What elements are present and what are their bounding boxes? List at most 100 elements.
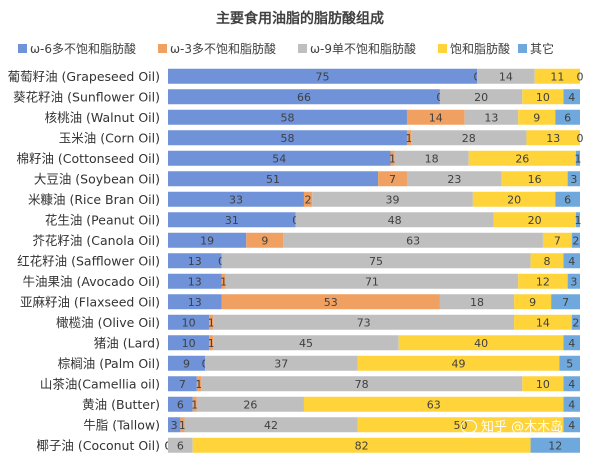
data-label: 14 [429, 111, 443, 124]
bar-segment [563, 376, 580, 392]
bar-segment [221, 294, 440, 310]
bar-segment [563, 89, 580, 105]
bar-segment [378, 171, 407, 187]
bar-segment [530, 437, 580, 453]
data-label: 4 [568, 91, 575, 104]
data-label: 2 [572, 316, 579, 329]
bar-segment [493, 212, 576, 228]
data-label: 13 [188, 255, 202, 268]
data-label: 1 [179, 419, 186, 432]
data-label: 49 [451, 357, 465, 370]
bar-segment [571, 232, 580, 248]
bar-segment [357, 355, 560, 371]
bar-segment [394, 150, 469, 166]
data-label: 42 [264, 419, 278, 432]
bar-segment [563, 417, 580, 433]
bar-segment [514, 294, 552, 310]
bar-segment [518, 273, 568, 289]
bar-segment [472, 191, 556, 207]
data-label: 3 [171, 419, 178, 432]
legend-label: 饱和脂肪酸 [450, 42, 511, 56]
bar-segment [551, 294, 580, 310]
bar-segment [303, 191, 313, 207]
data-label: 9 [261, 234, 268, 247]
data-label: 54 [272, 152, 286, 165]
bar-segment [168, 376, 197, 392]
bar-segment [464, 109, 519, 125]
data-label: 1 [220, 275, 227, 288]
bar-segment [563, 396, 580, 412]
category-label: 芥花籽油 (Canola Oil) [32, 233, 160, 248]
bar-segment [398, 335, 564, 351]
category-label: 红花籽油 (Safflower Oil) [17, 253, 160, 268]
bar-segment [205, 355, 358, 371]
bar-segment [406, 109, 465, 125]
bar-segment [567, 171, 580, 187]
bar-segment [246, 232, 284, 248]
data-label: 45 [299, 337, 313, 350]
legend-swatch [518, 44, 527, 53]
chart-title: 主要食用油脂的脂肪酸组成 [216, 11, 384, 27]
data-label: 4 [568, 337, 575, 350]
bar-segment [168, 212, 296, 228]
data-label: 63 [406, 234, 420, 247]
bar-segment [522, 376, 564, 392]
data-label: 10 [536, 91, 550, 104]
data-label: 1 [574, 152, 581, 165]
data-label: 71 [365, 275, 379, 288]
data-label: 6 [177, 439, 184, 452]
category-label: 黄油 (Butter) [82, 397, 160, 412]
bar-segment [439, 294, 515, 310]
data-label: 58 [280, 111, 294, 124]
bar-segment [530, 253, 564, 269]
watermark-text: 知乎 @木木岛 [481, 420, 564, 435]
bar-segment [221, 273, 226, 289]
data-label: 53 [324, 296, 338, 309]
data-label: 14 [536, 316, 550, 329]
bar-segment [168, 68, 477, 84]
bar-segment [180, 417, 185, 433]
data-label: 6 [177, 398, 184, 411]
bar-segment [209, 335, 214, 351]
bar-segment [221, 253, 531, 269]
data-label: 3 [570, 275, 577, 288]
legend-label: ω-3多不饱和脂肪酸 [170, 42, 277, 56]
data-label: 10 [182, 316, 196, 329]
category-label: 米糠油 (Rice Bran Oil) [28, 192, 160, 207]
legend-label: ω-9单不饱和脂肪酸 [310, 42, 417, 56]
data-label: 18 [425, 152, 439, 165]
bar-segment [196, 396, 304, 412]
data-label: 63 [427, 398, 441, 411]
bar-segment [575, 150, 580, 166]
bar-segment [209, 314, 214, 330]
bar-segment [522, 89, 564, 105]
bar-segment [295, 212, 494, 228]
bar-segment [168, 437, 193, 453]
category-label: 猪油 (Lard) [94, 335, 160, 350]
bar-segment [196, 376, 201, 392]
bar-segment [200, 376, 523, 392]
data-label: 66 [297, 91, 311, 104]
bar-segment [555, 109, 580, 125]
category-label: 葵花籽油 (Sunflower Oil) [13, 89, 160, 104]
category-label: 棉籽油 (Cottonseed Oil) [16, 151, 160, 166]
data-label: 6 [564, 111, 571, 124]
data-label: 0 [577, 132, 584, 145]
bar-segment [283, 232, 543, 248]
bar-segment [168, 396, 193, 412]
data-label: 13 [188, 296, 202, 309]
bar-segment [168, 89, 440, 105]
legend-swatch [158, 44, 167, 53]
watermark: 知乎 @木木岛 [461, 416, 563, 435]
data-label: 37 [274, 357, 288, 370]
data-label: 4 [568, 255, 575, 268]
bar-segment [213, 335, 399, 351]
category-label: 葡萄籽油 (Grapeseed Oil) [8, 69, 160, 84]
bar-segment [168, 130, 407, 146]
legend-item: ω-6多不饱和脂肪酸 [18, 42, 136, 56]
bar-segment [439, 89, 523, 105]
legend-swatch [438, 44, 447, 53]
bar-segment [312, 191, 473, 207]
bar-segment [168, 335, 210, 351]
data-label: 33 [229, 193, 243, 206]
